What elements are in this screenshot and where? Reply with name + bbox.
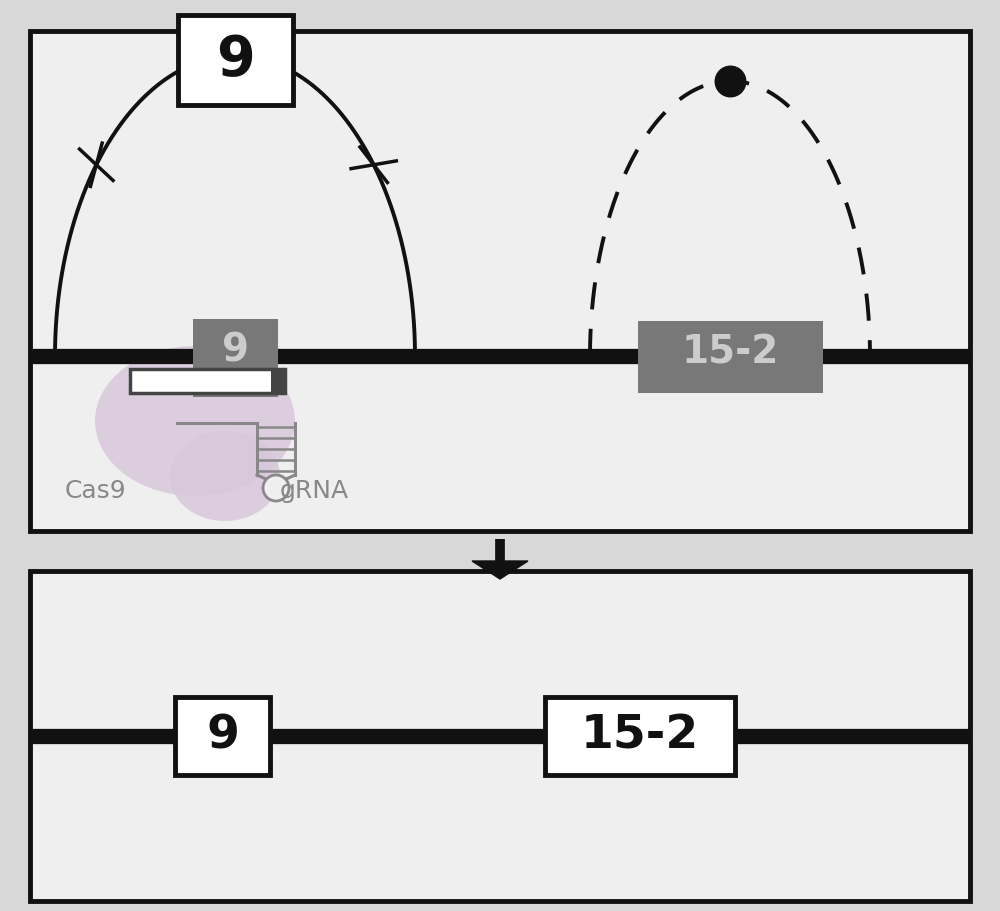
Text: 9: 9	[216, 34, 254, 87]
Text: Cas9: Cas9	[64, 479, 126, 503]
FancyBboxPatch shape	[638, 322, 822, 394]
Text: gRNA: gRNA	[280, 479, 349, 503]
Ellipse shape	[170, 431, 280, 521]
Polygon shape	[472, 561, 528, 579]
Circle shape	[263, 475, 289, 501]
FancyBboxPatch shape	[545, 697, 735, 775]
Ellipse shape	[95, 346, 295, 496]
FancyBboxPatch shape	[30, 571, 970, 901]
Text: 9: 9	[206, 713, 239, 759]
Text: 9: 9	[222, 332, 248, 370]
FancyBboxPatch shape	[178, 15, 292, 106]
FancyBboxPatch shape	[192, 319, 278, 396]
FancyBboxPatch shape	[175, 697, 270, 775]
Text: 15-2: 15-2	[581, 713, 699, 759]
FancyBboxPatch shape	[271, 369, 285, 393]
FancyBboxPatch shape	[130, 369, 285, 393]
Text: 15-2: 15-2	[681, 333, 779, 371]
FancyBboxPatch shape	[30, 31, 970, 531]
